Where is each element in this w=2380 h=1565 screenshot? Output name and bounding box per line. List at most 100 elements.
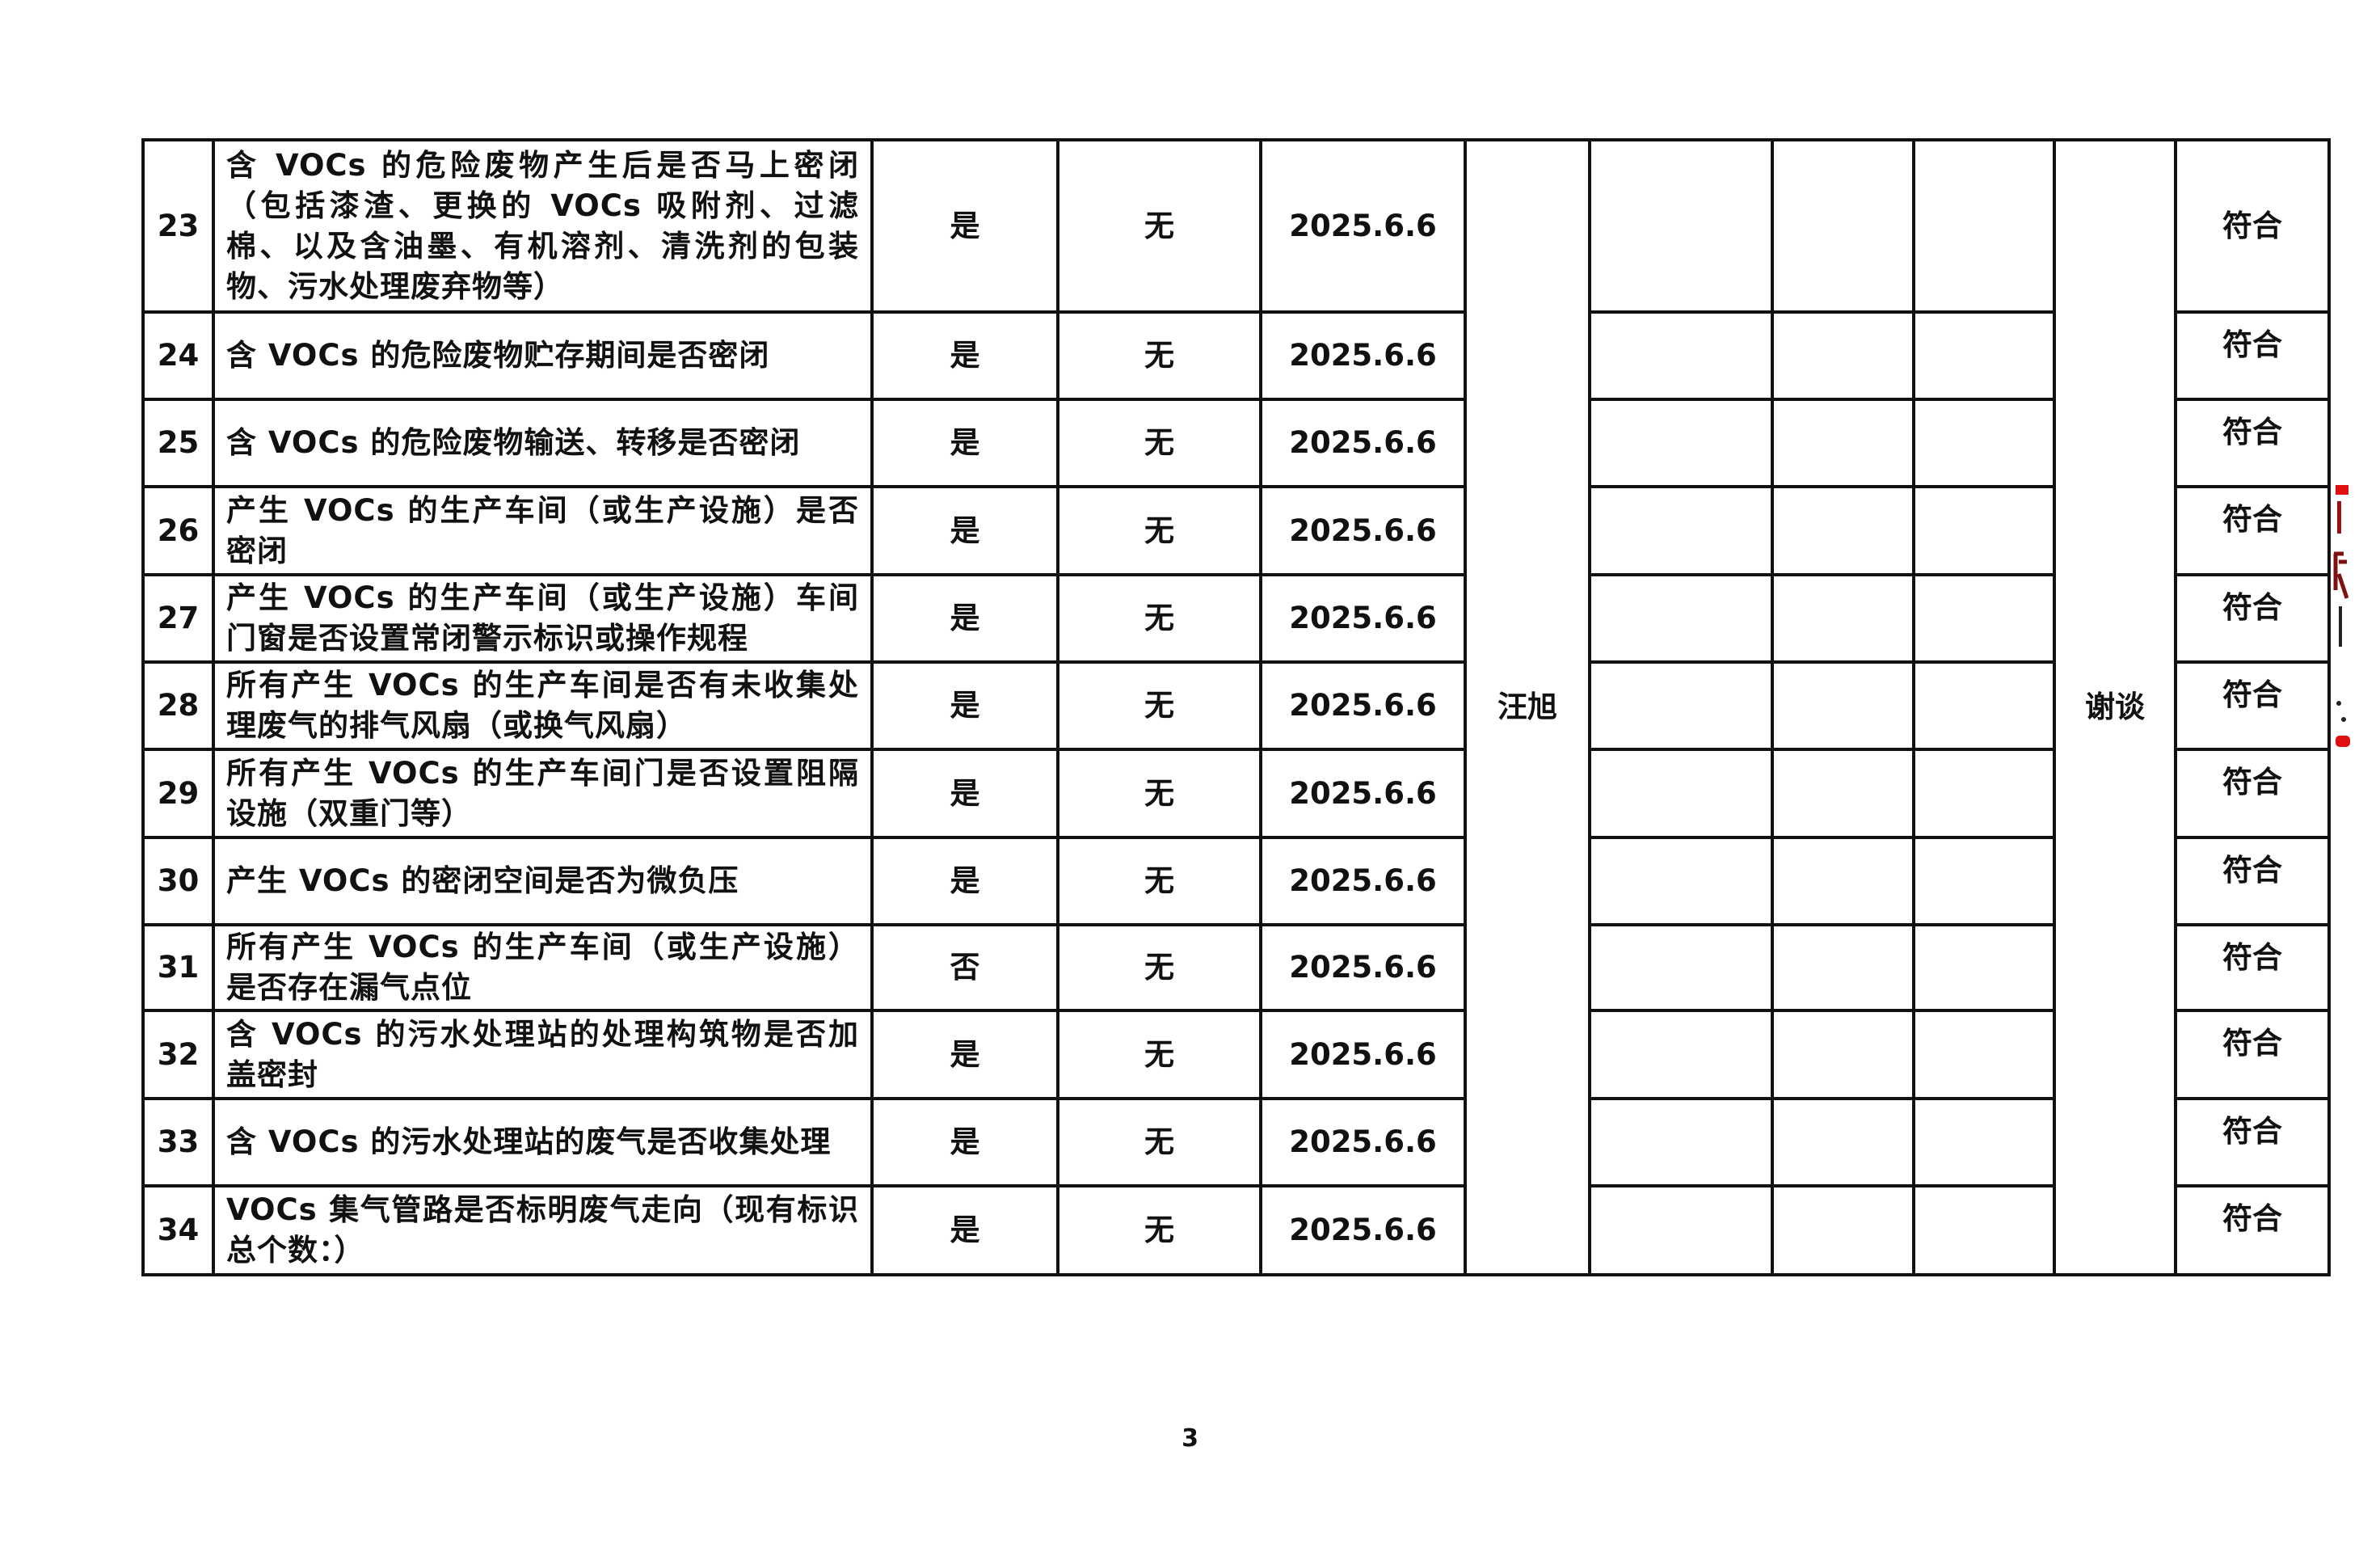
empty-cell	[1912, 573, 2056, 664]
row-number: 31	[141, 923, 215, 1012]
check-date: 2025.6.6	[1259, 923, 1467, 1012]
empty-cell	[1912, 485, 2056, 576]
issue: 无	[1056, 310, 1262, 401]
check-date: 2025.6.6	[1259, 660, 1467, 751]
result: 符合	[2174, 748, 2331, 839]
issue: 无	[1056, 1184, 1262, 1276]
empty-cell	[1912, 1097, 2056, 1187]
check-method: 谢谈	[2053, 138, 2177, 1276]
check-item: 产生 VOCs 的生产车间（或生产设施）是否密闭	[212, 485, 874, 576]
result: 符合	[2174, 1009, 2331, 1100]
check-date: 2025.6.6	[1259, 748, 1467, 839]
check-item: VOCs 集气管路是否标明废气走向（现有标识总个数：）	[212, 1184, 874, 1276]
empty-cell	[1771, 1184, 1915, 1276]
answer: 是	[870, 398, 1059, 488]
issue: 无	[1056, 398, 1262, 488]
issue: 无	[1056, 1009, 1262, 1100]
check-date: 2025.6.6	[1259, 1097, 1467, 1187]
row-number: 24	[141, 310, 215, 401]
row-number: 26	[141, 485, 215, 576]
page-number: 3	[1182, 1424, 1198, 1453]
answer: 是	[870, 748, 1059, 839]
result: 符合	[2174, 660, 2331, 751]
empty-cell	[1771, 573, 1915, 664]
table-row: 27 产生 VOCs 的生产车间（或生产设施）车间门窗是否设置常闭警示标识或操作规…	[141, 573, 2331, 664]
empty-cell	[1771, 660, 1915, 751]
result: 符合	[2174, 836, 2331, 926]
check-date: 2025.6.6	[1259, 1184, 1467, 1276]
empty-cell	[1588, 398, 1774, 488]
check-item: 所有产生 VOCs 的生产车间门是否设置阻隔设施（双重门等）	[212, 748, 874, 839]
answer: 是	[870, 310, 1059, 401]
check-date: 2025.6.6	[1259, 485, 1467, 576]
empty-cell	[1912, 1009, 2056, 1100]
check-item: 产生 VOCs 的密闭空间是否为微负压	[212, 836, 874, 926]
check-date: 2025.6.6	[1259, 138, 1467, 314]
result: 符合	[2174, 1184, 2331, 1276]
empty-cell	[1771, 138, 1915, 314]
table-row: 25 含 VOCs 的危险废物输送、转移是否密闭是无 2025.6.6 符合	[141, 398, 2331, 488]
issue: 无	[1056, 573, 1262, 664]
empty-cell	[1588, 836, 1774, 926]
row-number: 33	[141, 1097, 215, 1187]
issue: 无	[1056, 138, 1262, 314]
row-number: 25	[141, 398, 215, 488]
check-date: 2025.6.6	[1259, 836, 1467, 926]
row-number: 23	[141, 138, 215, 314]
result: 符合	[2174, 398, 2331, 488]
empty-cell	[1912, 923, 2056, 1012]
result: 符合	[2174, 573, 2331, 664]
empty-cell	[1771, 836, 1915, 926]
empty-cell	[1912, 748, 2056, 839]
table-row: 28 所有产生 VOCs 的生产车间是否有未收集处理废气的排气风扇（或换气风扇）是…	[141, 660, 2331, 751]
table-row: 32 含 VOCs 的污水处理站的处理构筑物是否加盖密封是无 2025.6.6 符合	[141, 1009, 2331, 1100]
empty-cell	[1588, 923, 1774, 1012]
table-row: 24 含 VOCs 的危险废物贮存期间是否密闭是无 2025.6.6 符合	[141, 310, 2331, 401]
empty-cell	[1588, 310, 1774, 401]
result: 符合	[2174, 923, 2331, 1012]
table-row: 30 产生 VOCs 的密闭空间是否为微负压是无 2025.6.6 符合	[141, 836, 2331, 926]
check-item: 产生 VOCs 的生产车间（或生产设施）车间门窗是否设置常闭警示标识或操作规程	[212, 573, 874, 664]
empty-cell	[1588, 485, 1774, 576]
issue: 无	[1056, 660, 1262, 751]
table-row: 23 含 VOCs 的危险废物产生后是否马上密闭（包括漆渣、更换的 VOCs 吸附…	[141, 138, 2331, 1276]
issue: 无	[1056, 485, 1262, 576]
check-item: 含 VOCs 的污水处理站的处理构筑物是否加盖密封	[212, 1009, 874, 1100]
answer: 否	[870, 923, 1059, 1012]
result: 符合	[2174, 310, 2331, 401]
row-number: 32	[141, 1009, 215, 1100]
result: 符合	[2174, 138, 2331, 314]
row-number: 30	[141, 836, 215, 926]
answer: 是	[870, 836, 1059, 926]
empty-cell	[1912, 310, 2056, 401]
answer: 是	[870, 1009, 1059, 1100]
empty-cell	[1912, 138, 2056, 314]
issue: 无	[1056, 748, 1262, 839]
row-number: 28	[141, 660, 215, 751]
check-item: 含 VOCs 的危险废物贮存期间是否密闭	[212, 310, 874, 401]
empty-cell	[1588, 1097, 1774, 1187]
red-seal-fragment	[2333, 485, 2350, 747]
table-row: 26 产生 VOCs 的生产车间（或生产设施）是否密闭是无 2025.6.6 符合	[141, 485, 2331, 576]
issue: 无	[1056, 1097, 1262, 1187]
row-number: 29	[141, 748, 215, 839]
answer: 是	[870, 1184, 1059, 1276]
issue: 无	[1056, 923, 1262, 1012]
empty-cell	[1771, 1009, 1915, 1100]
result: 符合	[2174, 485, 2331, 576]
empty-cell	[1771, 923, 1915, 1012]
answer: 是	[870, 485, 1059, 576]
answer: 是	[870, 573, 1059, 664]
inspection-table: 23 含 VOCs 的危险废物产生后是否马上密闭（包括漆渣、更换的 VOCs 吸附…	[141, 138, 2331, 1276]
empty-cell	[1771, 310, 1915, 401]
row-number: 34	[141, 1184, 215, 1276]
check-item: 所有产生 VOCs 的生产车间（或生产设施）是否存在漏气点位	[212, 923, 874, 1012]
empty-cell	[1771, 398, 1915, 488]
answer: 是	[870, 660, 1059, 751]
table-row: 33 含 VOCs 的污水处理站的废气是否收集处理是无 2025.6.6 符合	[141, 1097, 2331, 1187]
empty-cell	[1588, 1009, 1774, 1100]
check-date: 2025.6.6	[1259, 1009, 1467, 1100]
result: 符合	[2174, 1097, 2331, 1187]
empty-cell	[1912, 1184, 2056, 1276]
table-row: 29 所有产生 VOCs 的生产车间门是否设置阻隔设施（双重门等）是无 2025.6…	[141, 748, 2331, 839]
